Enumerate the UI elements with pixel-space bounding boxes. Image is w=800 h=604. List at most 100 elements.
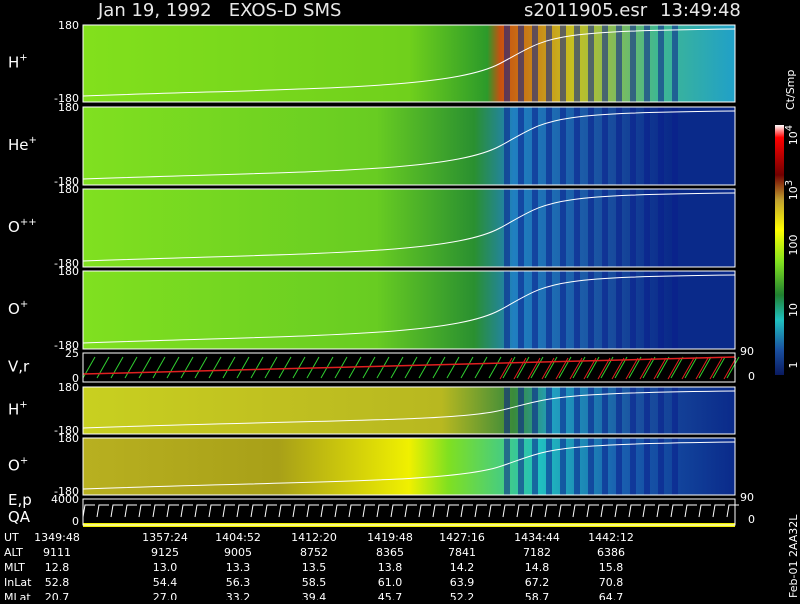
y-bottom: -180 [54,424,79,437]
cell: 15.8 [599,561,624,574]
panel-border [82,437,736,496]
panel-label: V,r [8,358,30,376]
v-trace [82,356,740,379]
y-top: 4000 [51,493,79,506]
y-bottom: 0 [72,372,79,385]
cell: 64.7 [599,591,624,600]
y2-bottom: 0 [748,370,755,383]
y-bottom: -180 [54,339,79,352]
cell: 13.3 [226,561,251,574]
cell: 45.7 [378,591,403,600]
stripes [500,271,680,349]
panel-label-text: He [8,136,29,154]
trace [82,192,736,262]
panel-border [82,270,736,350]
cell: 9125 [151,546,179,559]
panel-label-text: E,p [8,491,32,509]
cell: 13.5 [302,561,327,574]
cell: 61.0 [378,576,403,589]
colorbar-unit: Ct/Smp [784,70,797,110]
panel-border [82,352,736,383]
trace [82,441,736,490]
stripes [500,107,680,185]
cell: 6386 [597,546,625,559]
v-trace-red [499,357,737,380]
cell: 1434:44 [514,531,560,544]
title: Jan 19, 1992 EXOS-D SMS [97,0,341,21]
y-top: 180 [58,432,79,445]
y-bottom: -180 [54,257,79,270]
y-top: 180 [58,381,79,394]
row-name: MLT [4,561,25,574]
y-top: 180 [58,101,79,114]
cell: 8752 [300,546,328,559]
y2-bottom: 0 [748,513,755,526]
stripes [500,438,680,495]
panel-label-sup: + [29,135,37,146]
file-name: s2011905.esr [524,0,648,21]
y-top: 180 [58,183,79,196]
panel-border [82,386,736,435]
y2-top: 90 [740,345,754,358]
stripes [500,387,680,434]
y2-top: 90 [740,491,754,504]
row-name: InLat [4,576,32,589]
colorbar-exp: 3 [784,180,795,186]
panel-label: H+ [8,400,28,419]
trace [82,28,736,97]
cell: 54.4 [153,576,178,589]
cell: 1442:12 [588,531,634,544]
cell: 1419:48 [367,531,413,544]
colorbar-label: 100 [787,235,800,256]
colorbar [775,125,784,375]
colorbar-base: 10 [787,303,800,317]
cell: 9005 [224,546,252,559]
cell: 12.8 [45,561,70,574]
cell: 52.8 [45,576,70,589]
panel-label: O+ [8,456,28,475]
cell: 39.4 [302,591,327,600]
trace [82,390,736,429]
y-bottom: -180 [54,485,79,498]
cell: 52.2 [450,591,475,600]
r-trace [82,356,736,375]
panel-label: O++ [8,217,37,236]
row-name: UT [4,531,19,544]
y-bottom: -180 [54,92,79,105]
cell: 13.8 [378,561,403,574]
cell: 58.7 [525,591,550,600]
cell: 27.0 [153,591,178,600]
colorbar-base: 1 [787,362,800,369]
colorbar-label: 10 [787,303,800,317]
cell: 1349:48 [34,531,80,544]
panel-label-text: H [8,401,19,419]
cell: 33.2 [226,591,251,600]
trace [82,110,736,180]
cell: 8365 [376,546,404,559]
colorbar-base: 100 [787,235,800,256]
cell: 9111 [43,546,71,559]
cell: 1404:52 [215,531,261,544]
time: 13:49:48 [660,0,741,21]
y-bottom: 0 [72,515,79,528]
cell: 56.3 [226,576,251,589]
cell: 63.9 [450,576,475,589]
panel-label: E,p [8,491,32,509]
cell: 67.2 [525,576,550,589]
panel-border [82,106,736,186]
cell: 58.5 [302,576,327,589]
e-trace [82,504,739,518]
y-bottom: -180 [54,175,79,188]
panel-label-sup: + [19,400,27,411]
panel-label-text: O [8,218,20,236]
side-note: Feb-01 2AA32L [787,514,800,598]
cell: 1427:16 [439,531,485,544]
cell: 70.8 [599,576,624,589]
panel-label: H+ [8,53,28,72]
panel-label-text: O [8,300,20,318]
colorbar-label: 103 [784,180,800,200]
panel-border [82,24,736,103]
stripes [500,25,680,102]
colorbar-exp: 4 [784,125,795,131]
colorbar-base: 10 [787,186,800,200]
